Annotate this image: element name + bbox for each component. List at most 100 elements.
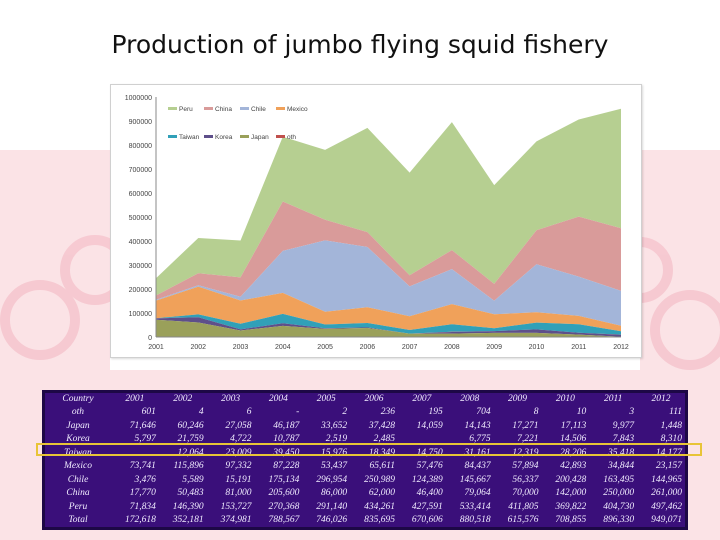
table-cell: 65,611 xyxy=(369,461,395,472)
table-cell: 250,989 xyxy=(364,474,395,485)
table-cell: 5,589 xyxy=(182,474,204,485)
table-cell: 3,476 xyxy=(134,474,156,485)
table-cell: 601 xyxy=(141,407,156,418)
table-cell: 7,221 xyxy=(517,434,539,445)
table-cell: 53,437 xyxy=(321,461,348,472)
table-cell: 434,261 xyxy=(364,501,395,512)
table-cell: 18,349 xyxy=(368,447,395,458)
table-header-year: 2011 xyxy=(604,394,623,405)
y-tick-label: 700000 xyxy=(129,167,152,174)
table-cell: 31,161 xyxy=(464,447,491,458)
area-series-japan xyxy=(156,319,621,337)
table-cell: 142,000 xyxy=(555,488,587,499)
legend-label-chile: Chile xyxy=(251,106,266,113)
table-cell: 146,390 xyxy=(172,501,204,512)
legend-label-mexico: Mexico xyxy=(287,106,308,113)
table-cell: 37,428 xyxy=(368,420,395,431)
table-row: Taiwan 12,064 23,009 39,450 15,976 18,349 14,7… xyxy=(45,446,685,460)
table-cell: 62,000 xyxy=(368,488,395,499)
table-cell: 34,844 xyxy=(607,461,635,472)
table-cell: 411,805 xyxy=(508,501,539,512)
legend-label-china: China xyxy=(215,106,232,113)
table-header-year: 2010 xyxy=(555,394,575,405)
table-header-year: 2009 xyxy=(508,394,528,405)
x-tick-label: 2006 xyxy=(360,344,376,351)
y-tick-label: 0 xyxy=(148,335,152,342)
table-header-year: 2005 xyxy=(316,394,336,405)
table-cell: 3 xyxy=(629,407,635,418)
area-series-mexico xyxy=(156,286,621,332)
table-cell: 896,330 xyxy=(603,515,635,526)
y-tick-label: 1000000 xyxy=(125,95,152,102)
table-cell: 352,181 xyxy=(172,515,204,526)
table-cell: 270,368 xyxy=(268,501,300,512)
table-cell: 60,246 xyxy=(177,420,204,431)
table-cell: 57,476 xyxy=(416,461,443,472)
table-cell: 200,428 xyxy=(555,474,587,485)
y-tick-label: 300000 xyxy=(129,263,152,270)
area-series-taiwan xyxy=(156,313,621,335)
table-header-year: 2001 xyxy=(125,394,145,405)
x-tick-label: 2001 xyxy=(148,344,164,351)
table-cell: 250,000 xyxy=(603,488,635,499)
y-tick-label: 800000 xyxy=(129,143,152,150)
legend-swatch-korea xyxy=(204,135,213,138)
y-tick-label: 400000 xyxy=(129,239,152,246)
table-cell: 533,414 xyxy=(459,501,491,512)
chart-frame: 0 100000 200000 300000 400000 500000 600000 700… xyxy=(110,84,642,358)
table-cell: 2 xyxy=(342,407,348,418)
table-cell: 746,026 xyxy=(316,515,348,526)
table-cell: 14,177 xyxy=(655,447,682,458)
area-series-china xyxy=(156,201,621,301)
table-cell: - xyxy=(296,407,300,418)
table-cell: 704 xyxy=(476,407,491,418)
x-tick-label: 2003 xyxy=(233,344,249,351)
table-cell: 8 xyxy=(533,407,539,418)
table-header-row: Country 2001 2002 2003 2004 2005 2006 2007 2008 2… xyxy=(45,393,685,406)
y-tick-label: 200000 xyxy=(129,287,152,294)
table-cell: 153,727 xyxy=(220,501,252,512)
table-row-country: Japan xyxy=(66,420,90,431)
table-header-year: 2008 xyxy=(460,394,480,405)
table-cell: 291,140 xyxy=(316,501,348,512)
table-cell: 14,750 xyxy=(416,447,443,458)
slide-title: Production of jumbo flying squid fishery xyxy=(111,30,609,59)
table-cell: 427,591 xyxy=(411,501,443,512)
area-series-chile xyxy=(156,240,621,326)
table-row: Mexico 73,741 115,896 97,332 87,228 53,437 65,… xyxy=(45,460,685,474)
table-row: Korea 5,797 21,759 4,722 10,787 2,519 2,485 6,7… xyxy=(45,433,685,447)
table-cell: 39,450 xyxy=(273,447,300,458)
x-tick-label: 2009 xyxy=(486,344,502,351)
table-header-year: 2002 xyxy=(173,394,193,405)
table-cell: 6 xyxy=(246,407,252,418)
table-row-country: Peru xyxy=(68,501,88,512)
table-cell: 124,389 xyxy=(411,474,443,485)
area-series-korea xyxy=(156,317,621,337)
x-tick-label: 2008 xyxy=(444,344,460,351)
table-cell: 6,775 xyxy=(469,434,491,445)
table-header-year: 2007 xyxy=(412,394,432,405)
table-cell: 56,337 xyxy=(512,474,539,485)
table-row: Peru 71,834 146,390 153,727 270,368 291,140 43… xyxy=(45,500,685,514)
table-cell: 2,485 xyxy=(373,434,395,445)
table-cell: 84,437 xyxy=(464,461,491,472)
table-header-year: 2003 xyxy=(221,394,241,405)
table-cell: 17,770 xyxy=(129,488,156,499)
y-tick-label: 900000 xyxy=(129,119,152,126)
table-cell: 23,157 xyxy=(655,461,682,472)
table-cell: 50,483 xyxy=(177,488,204,499)
table-cell: 15,976 xyxy=(321,447,348,458)
table-cell: 497,462 xyxy=(651,501,682,512)
table-cell: 33,652 xyxy=(321,420,348,431)
table-cell: 404,730 xyxy=(603,501,635,512)
x-tick-label: 2005 xyxy=(317,344,333,351)
table-row-country: Taiwan xyxy=(64,447,92,458)
table-cell: 14,506 xyxy=(560,434,587,445)
table-header-year: 2012 xyxy=(651,394,671,405)
table-header-year: 2004 xyxy=(268,394,288,405)
area-series-peru xyxy=(156,108,621,296)
legend-label-taiwan: Taiwan xyxy=(179,134,200,141)
table-cell: 615,576 xyxy=(507,515,539,526)
table-cell: 261,000 xyxy=(651,488,682,499)
table-cell: 670,606 xyxy=(411,515,443,526)
